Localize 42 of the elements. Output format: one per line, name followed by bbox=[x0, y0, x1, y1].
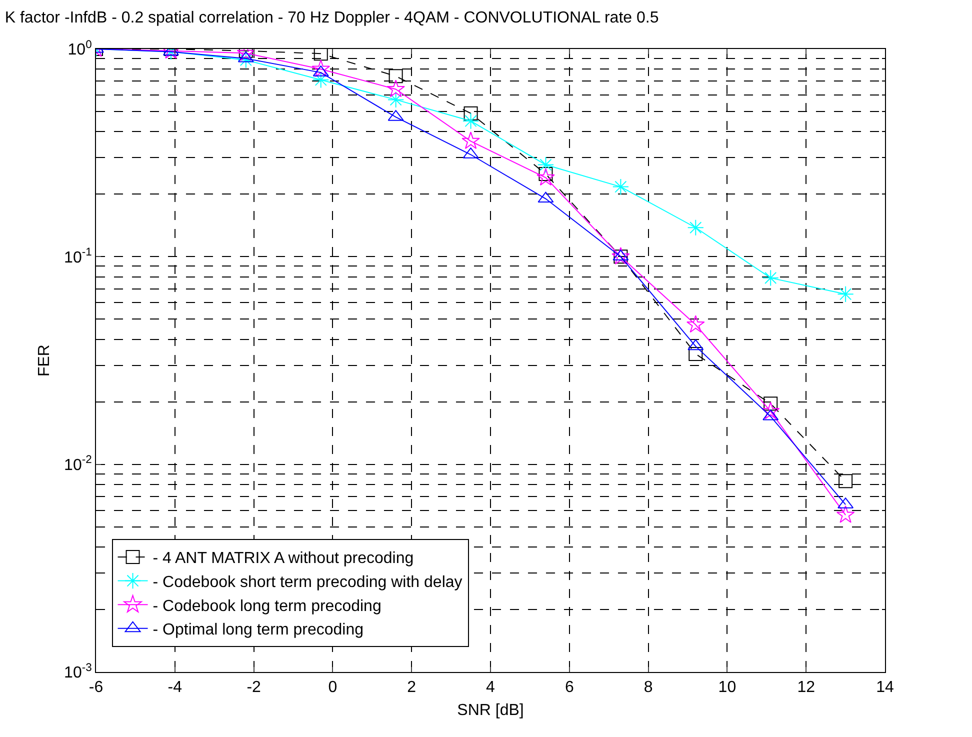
x-tick-label: 12 bbox=[797, 679, 816, 696]
x-tick-label: -2 bbox=[246, 679, 262, 696]
point bbox=[388, 69, 403, 84]
x-tick-label: 0 bbox=[328, 679, 338, 696]
x-axis-title: SNR [dB] bbox=[457, 702, 524, 719]
point bbox=[312, 60, 330, 77]
legend-label: - Optimal long term precoding bbox=[152, 622, 364, 639]
point bbox=[464, 106, 478, 120]
point bbox=[687, 219, 704, 236]
point bbox=[688, 346, 703, 361]
point bbox=[462, 112, 480, 130]
x-tick-label: 8 bbox=[644, 679, 653, 696]
y-tick-label: 10$^{-3}$ bbox=[64, 662, 92, 682]
point bbox=[761, 402, 780, 420]
x-tick-label: 2 bbox=[407, 679, 416, 696]
x-tick-label: -4 bbox=[168, 679, 182, 696]
point bbox=[612, 178, 629, 196]
legend-label: - 4 ANT MATRIX A without precoding bbox=[152, 550, 414, 568]
point bbox=[686, 315, 705, 333]
y-tick-label: 10$^{0}$ bbox=[68, 38, 92, 59]
legend-label: - Codebook long term precoding bbox=[152, 598, 382, 615]
y-tick-label: 10$^{-2}$ bbox=[64, 454, 92, 474]
x-tick-label: -6 bbox=[88, 679, 104, 696]
x-tick-label: 4 bbox=[486, 679, 496, 696]
legend-label: - Codebook short term precoding with delay bbox=[152, 574, 462, 592]
point bbox=[837, 286, 854, 302]
x-tick-label: 14 bbox=[876, 679, 894, 696]
y-axis-title: FER bbox=[36, 344, 53, 376]
point bbox=[388, 91, 404, 108]
point bbox=[536, 168, 555, 186]
point bbox=[762, 270, 779, 286]
point bbox=[836, 505, 855, 523]
point bbox=[312, 72, 330, 88]
point bbox=[462, 132, 480, 149]
y-tick-label: 10$^{-1}$ bbox=[64, 246, 92, 266]
chart-title: K factor -InfdB - 0.2 spatial correlation - 70 Hz Doppler - 4QAM - CONVOLUTIONAL rate 0.5 bbox=[4, 9, 659, 26]
point bbox=[537, 156, 554, 174]
point bbox=[838, 474, 853, 488]
x-tick-label: 6 bbox=[564, 679, 574, 696]
x-tick-label: 10 bbox=[718, 679, 736, 696]
point bbox=[386, 80, 405, 98]
point bbox=[238, 52, 254, 68]
